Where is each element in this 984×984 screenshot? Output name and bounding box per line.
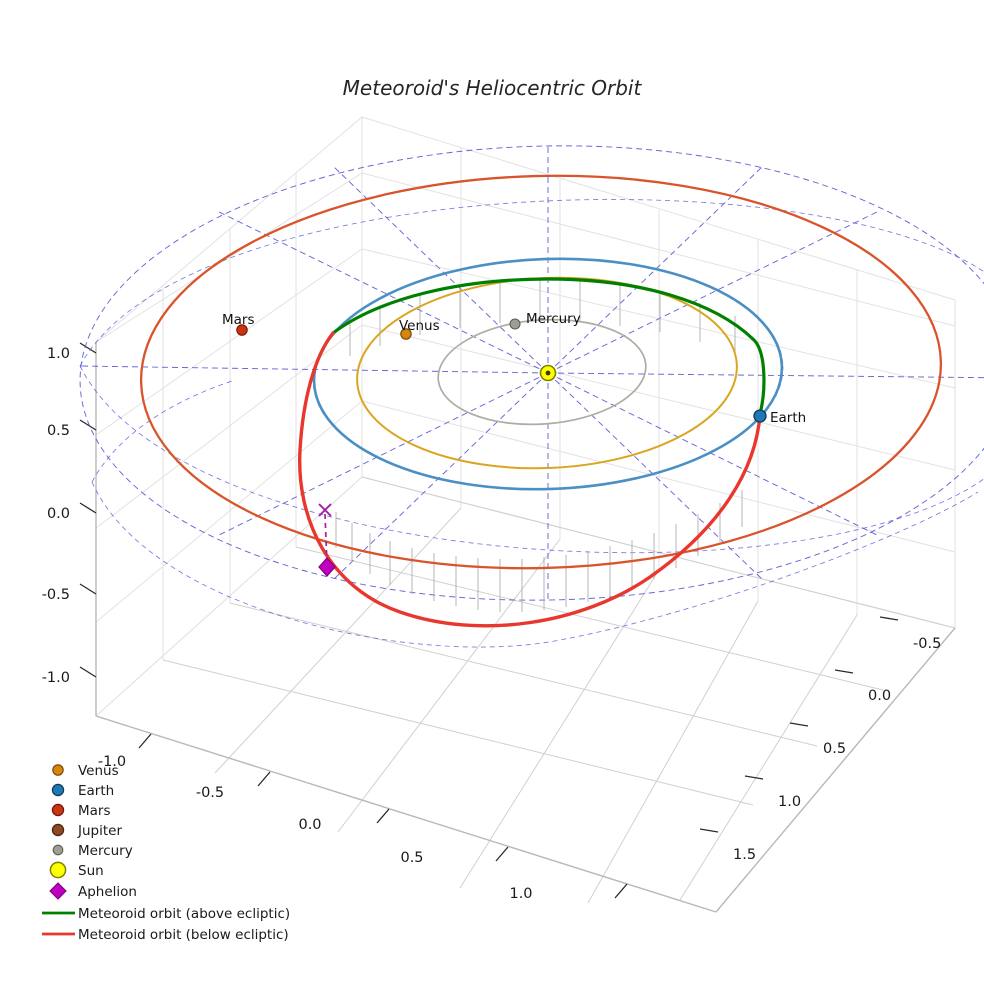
page-title: Meteoroid's Heliocentric Orbit <box>343 76 643 100</box>
body-markers <box>236 318 767 423</box>
mars-marker <box>236 324 248 336</box>
y-tick-1: 0.0 <box>868 688 891 704</box>
meteoroid-orbit-below-ecliptic <box>298 331 762 628</box>
aphelion-diamond-marker <box>318 557 336 577</box>
legend-marker-earth-icon <box>51 783 65 797</box>
y-tick-4: 1.5 <box>733 847 756 863</box>
left-wall-gridlines <box>95 172 363 660</box>
meteoroid-orbit <box>298 277 766 628</box>
orbit-mars <box>139 174 943 570</box>
legend-marker-sun-icon <box>49 861 67 879</box>
legend-label-aphelion: Aphelion <box>78 884 137 900</box>
legend-label-below-ecliptic: Meteoroid orbit (below ecliptic) <box>78 927 289 943</box>
orbit-earth <box>312 257 784 491</box>
legend: Venus Earth Mars Jupiter Mercury Sun <box>42 763 290 943</box>
legend-label-mars: Mars <box>78 803 111 819</box>
annotation-mercury: Mercury <box>526 311 581 327</box>
legend-marker-jupiter-icon <box>51 823 65 837</box>
annotation-venus: Venus <box>399 318 440 334</box>
legend-label-jupiter: Jupiter <box>77 823 122 839</box>
legend-item-earth[interactable]: Earth <box>51 783 114 799</box>
orbit-stem-lines <box>335 279 743 612</box>
z-tick-1: 0.5 <box>47 423 70 439</box>
x-axis-ticks: -1.0 -0.5 0.0 0.5 1.0 <box>98 733 628 902</box>
z-axis-ticks: 1.0 0.5 0.0 -0.5 -1.0 <box>42 342 97 686</box>
legend-marker-mars-icon <box>51 803 65 817</box>
aphelion-group <box>318 503 336 577</box>
legend-marker-mercury-icon <box>52 844 64 856</box>
z-tick-4: -1.0 <box>42 670 70 686</box>
y-tick-0: -0.5 <box>913 636 941 652</box>
reference-sphere-wireframe <box>79 145 984 648</box>
aphelion-projection-x-icon <box>318 503 332 517</box>
meteoroid-orbit-above-ecliptic <box>331 277 766 416</box>
sun-core <box>545 370 551 376</box>
z-tick-3: -0.5 <box>42 587 70 603</box>
legend-item-venus[interactable]: Venus <box>52 763 119 779</box>
legend-item-above-ecliptic[interactable]: Meteoroid orbit (above ecliptic) <box>42 906 290 922</box>
y-axis-ticks: -0.5 0.0 0.5 1.0 1.5 <box>699 616 941 863</box>
orbit-mercury <box>437 318 647 426</box>
floor-gridlines <box>162 476 956 904</box>
x-tick-2: 0.0 <box>298 817 321 833</box>
x-tick-0: -1.0 <box>98 754 126 770</box>
legend-marker-venus-icon <box>52 764 64 776</box>
legend-label-earth: Earth <box>78 783 114 799</box>
y-tick-2: 0.5 <box>823 741 846 757</box>
legend-label-sun: Sun <box>78 863 104 879</box>
legend-item-sun[interactable]: Sun <box>49 861 104 879</box>
legend-label-venus: Venus <box>78 763 119 779</box>
x-tick-1: -0.5 <box>196 785 224 801</box>
mercury-marker <box>509 318 521 330</box>
axis-spines <box>95 342 956 913</box>
z-tick-2: 0.0 <box>47 506 70 522</box>
z-tick-0: 1.0 <box>47 346 70 362</box>
body-labels: Mars Venus Mercury Earth <box>222 311 806 426</box>
annotation-earth: Earth <box>770 410 806 426</box>
legend-marker-aphelion-icon <box>49 882 67 900</box>
y-tick-3: 1.0 <box>778 794 801 810</box>
legend-item-mercury[interactable]: Mercury <box>52 843 133 859</box>
legend-item-aphelion[interactable]: Aphelion <box>49 882 137 900</box>
earth-marker <box>753 409 767 423</box>
x-tick-3: 0.5 <box>400 850 423 866</box>
venus-marker <box>400 328 412 340</box>
x-tick-4: 1.0 <box>509 886 532 902</box>
right-wall-gridlines <box>361 148 956 615</box>
annotation-mars: Mars <box>222 312 255 328</box>
legend-item-mars[interactable]: Mars <box>51 803 111 819</box>
legend-item-jupiter[interactable]: Jupiter <box>51 823 122 839</box>
legend-item-below-ecliptic[interactable]: Meteoroid orbit (below ecliptic) <box>42 927 289 943</box>
legend-label-above-ecliptic: Meteoroid orbit (above ecliptic) <box>78 906 290 922</box>
legend-label-mercury: Mercury <box>78 843 133 859</box>
